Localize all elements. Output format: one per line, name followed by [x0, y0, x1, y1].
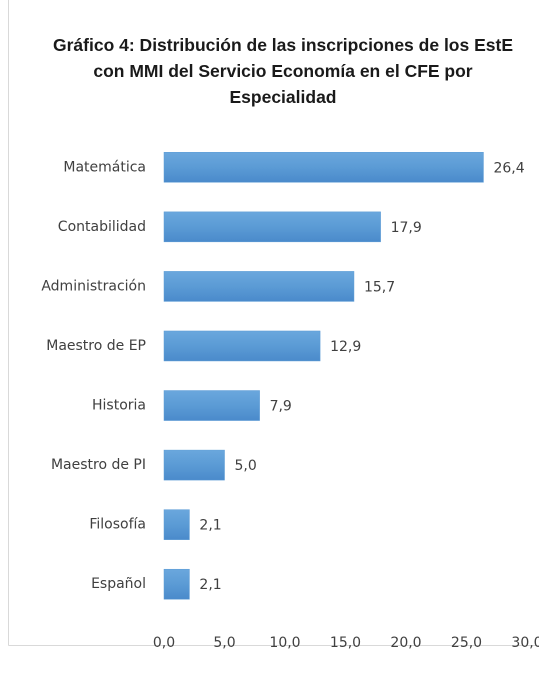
data-label: 7,9: [270, 399, 292, 415]
data-label: 17,9: [391, 220, 422, 236]
bar: [163, 390, 260, 421]
data-label: 12,9: [330, 339, 361, 355]
data-label: 15,7: [364, 279, 395, 295]
bar: [163, 271, 355, 302]
bar: [163, 449, 225, 481]
y-tick-label: Historia: [92, 398, 146, 414]
bar: [163, 509, 190, 540]
y-tick-label: Matemática: [63, 159, 146, 175]
y-tick-label: Contabilidad: [58, 219, 146, 235]
y-tick-label: Administración: [41, 278, 146, 294]
bar: [163, 568, 190, 600]
data-label: 26,4: [493, 160, 524, 176]
data-label: 2,1: [199, 577, 221, 593]
x-tick-label: 0,0: [153, 635, 175, 651]
bar: [163, 211, 381, 243]
y-tick-label: Filosofía: [89, 517, 146, 533]
x-tick-label: 15,0: [330, 635, 361, 651]
chart-title: Gráfico 4: Distribución de las inscripci…: [53, 35, 513, 107]
y-tick-label: Español: [91, 576, 146, 592]
bar: [163, 152, 484, 183]
data-label: 2,1: [199, 518, 221, 534]
y-tick-label: Maestro de PI: [51, 457, 146, 473]
x-tick-label: 20,0: [390, 635, 421, 651]
x-tick-label: 10,0: [269, 635, 300, 651]
x-tick-label: 30,0: [511, 635, 539, 651]
bar: [163, 330, 321, 362]
y-tick-label: Maestro de EP: [46, 338, 146, 354]
data-label: 5,0: [235, 458, 257, 474]
x-tick-label: 5,0: [213, 635, 235, 651]
x-tick-label: 25,0: [451, 635, 482, 651]
